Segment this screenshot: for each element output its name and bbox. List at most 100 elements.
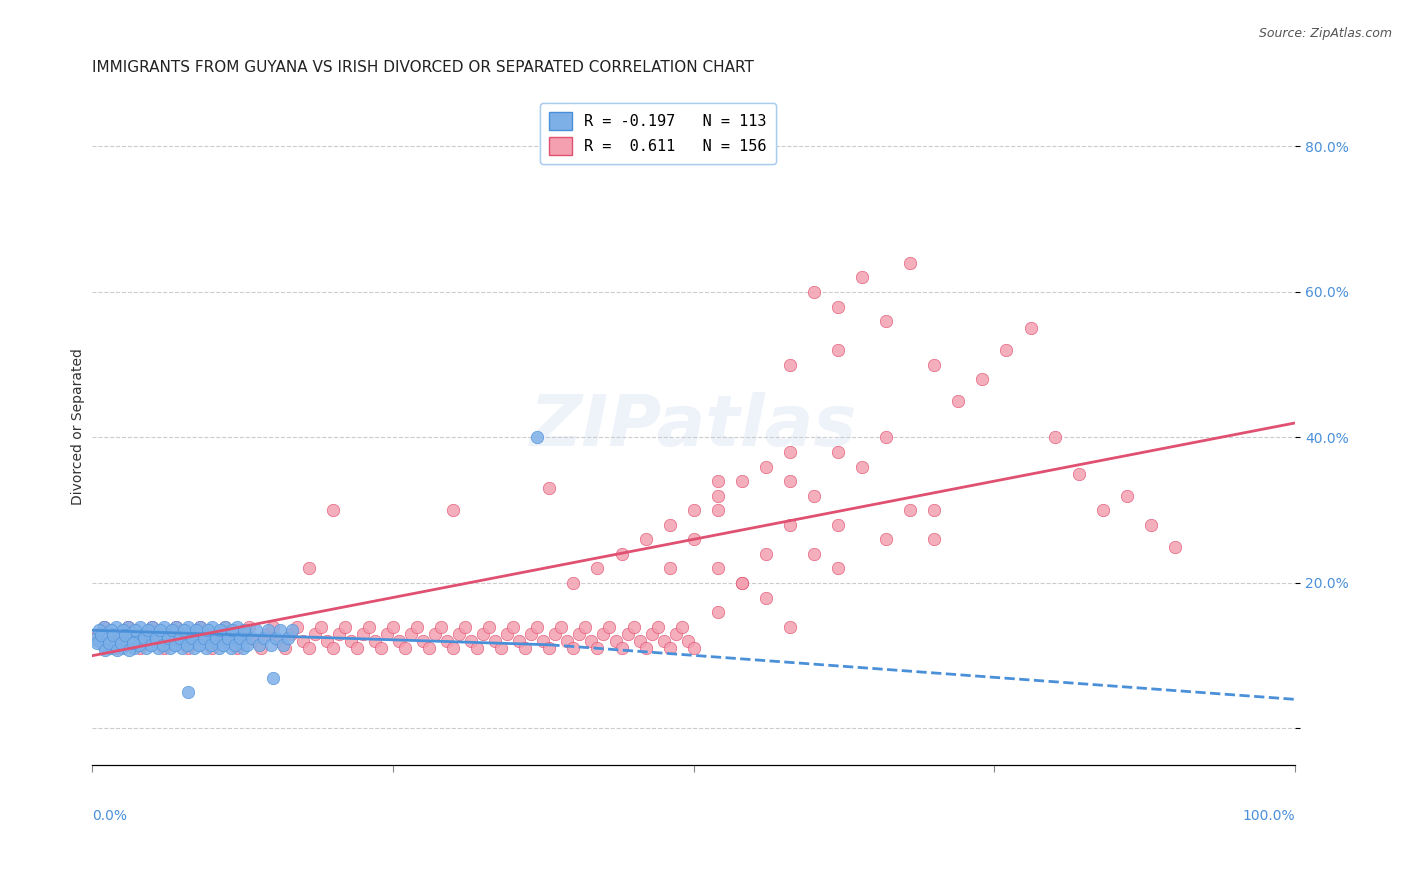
Point — [526, 430, 548, 444]
Point — [219, 641, 242, 656]
Point — [803, 489, 825, 503]
Point — [224, 638, 246, 652]
Point — [256, 624, 278, 638]
Point — [707, 489, 730, 503]
Point — [454, 619, 477, 633]
Point — [205, 631, 228, 645]
Point — [214, 619, 236, 633]
Point — [315, 634, 337, 648]
Point — [169, 631, 191, 645]
Point — [322, 503, 344, 517]
Point — [827, 343, 849, 358]
Point — [165, 638, 187, 652]
Legend: R = -0.197   N = 113, R =  0.611   N = 156: R = -0.197 N = 113, R = 0.611 N = 156 — [540, 103, 776, 164]
Point — [247, 638, 270, 652]
Point — [177, 619, 200, 633]
Point — [120, 634, 142, 648]
Point — [441, 503, 464, 517]
Point — [309, 619, 332, 633]
Point — [328, 627, 350, 641]
Point — [364, 634, 387, 648]
Point — [273, 641, 295, 656]
Point — [104, 638, 127, 652]
Point — [707, 605, 730, 619]
Point — [211, 627, 233, 641]
Point — [115, 638, 138, 652]
Point — [277, 631, 299, 645]
Point — [260, 638, 283, 652]
Point — [827, 561, 849, 575]
Point — [755, 591, 778, 605]
Point — [298, 561, 321, 575]
Point — [167, 634, 190, 648]
Point — [93, 619, 115, 633]
Point — [707, 503, 730, 517]
Point — [156, 631, 179, 645]
Point — [875, 533, 897, 547]
Point — [273, 638, 295, 652]
Point — [173, 624, 195, 638]
Point — [346, 641, 368, 656]
Point — [228, 634, 250, 648]
Point — [235, 627, 257, 641]
Point — [122, 635, 145, 649]
Point — [526, 619, 548, 633]
Point — [156, 634, 179, 648]
Point — [333, 619, 356, 633]
Text: IMMIGRANTS FROM GUYANA VS IRISH DIVORCED OR SEPARATED CORRELATION CHART: IMMIGRANTS FROM GUYANA VS IRISH DIVORCED… — [93, 60, 754, 75]
Point — [436, 634, 458, 648]
Point — [148, 624, 170, 638]
Point — [187, 627, 209, 641]
Point — [610, 547, 633, 561]
Point — [676, 634, 699, 648]
Point — [111, 641, 134, 656]
Point — [586, 561, 609, 575]
Point — [195, 641, 218, 656]
Point — [117, 619, 139, 633]
Point — [253, 631, 276, 645]
Point — [322, 641, 344, 656]
Point — [107, 634, 129, 648]
Point — [562, 576, 585, 591]
Text: 100.0%: 100.0% — [1243, 809, 1295, 822]
Point — [1043, 430, 1066, 444]
Point — [472, 627, 495, 641]
Point — [484, 634, 506, 648]
Point — [489, 641, 512, 656]
Point — [406, 619, 429, 633]
Point — [647, 619, 669, 633]
Point — [145, 631, 167, 645]
Point — [1164, 540, 1187, 554]
Point — [188, 638, 211, 652]
Point — [217, 631, 239, 645]
Point — [851, 459, 873, 474]
Point — [229, 631, 252, 645]
Point — [180, 634, 202, 648]
Point — [172, 634, 194, 648]
Point — [100, 624, 122, 638]
Point — [159, 641, 181, 656]
Point — [121, 631, 143, 645]
Point — [84, 631, 107, 645]
Point — [177, 685, 200, 699]
Point — [221, 624, 243, 638]
Point — [172, 641, 194, 656]
Point — [207, 627, 229, 641]
Point — [628, 634, 651, 648]
Point — [550, 619, 572, 633]
Point — [129, 641, 152, 656]
Point — [152, 638, 174, 652]
Point — [208, 624, 231, 638]
Point — [262, 619, 284, 633]
Point — [215, 634, 238, 648]
Point — [264, 631, 287, 645]
Point — [136, 624, 159, 638]
Point — [153, 641, 176, 656]
Point — [610, 641, 633, 656]
Point — [110, 635, 132, 649]
Point — [779, 445, 801, 459]
Point — [388, 634, 411, 648]
Point — [108, 631, 131, 645]
Point — [924, 503, 946, 517]
Point — [531, 634, 554, 648]
